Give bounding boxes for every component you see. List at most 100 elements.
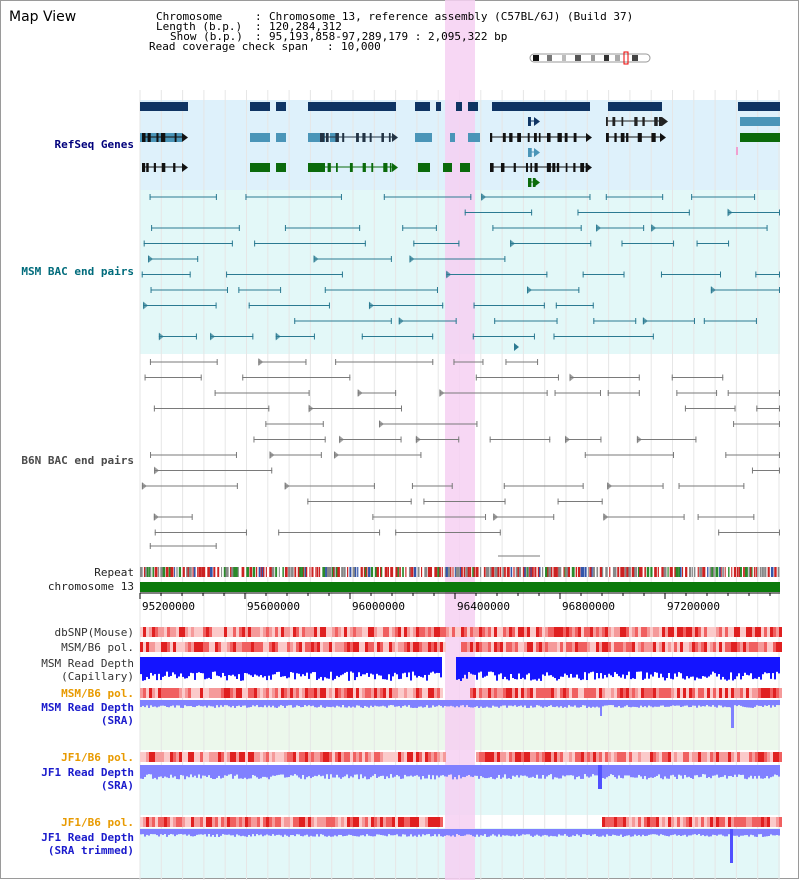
msm-bac-track-label[interactable]: MSM BAC end pairs	[21, 265, 134, 278]
read-depth-bar	[464, 657, 466, 675]
b6n-bac-end	[324, 436, 326, 443]
read-depth-bar	[212, 657, 214, 672]
b6n-bac-arrow	[258, 358, 264, 366]
pol-heat-cell	[158, 627, 161, 637]
read-depth-bar	[456, 765, 458, 780]
read-depth-bar	[460, 657, 462, 681]
pol-heat-cell	[599, 688, 602, 698]
pol-heat-cell	[500, 627, 503, 637]
repeat-feature	[315, 567, 317, 577]
read-depth-bar	[566, 829, 568, 836]
repeat-feature	[487, 567, 490, 577]
read-depth-bar	[550, 657, 552, 676]
pol-heat-cell	[749, 752, 752, 762]
msm-bac-end	[226, 287, 228, 293]
read-depth-bar	[248, 657, 250, 675]
read-depth-bar	[226, 700, 228, 706]
pol-heat-cell	[413, 688, 416, 698]
pol-heat-cell	[344, 817, 347, 827]
read-depth-bar	[334, 829, 336, 836]
pol-heat-cell	[743, 642, 746, 652]
read-depth-bar	[748, 829, 750, 837]
repeat-feature	[728, 567, 730, 577]
msm-bac-end	[696, 240, 698, 247]
read-depth-bar	[704, 657, 706, 677]
pol-heat-cell	[329, 642, 332, 652]
repeat-feature	[640, 567, 643, 577]
repeat-feature	[557, 567, 559, 577]
read-depth-bar	[480, 765, 482, 777]
pol-heat-cell	[350, 752, 353, 762]
pol-heat-cell	[320, 752, 323, 762]
read-depth-bar	[416, 829, 418, 837]
msm-bac-arrow	[446, 270, 452, 279]
pol-heat-cell	[740, 688, 743, 698]
read-depth-bar	[440, 765, 442, 776]
read-depth-bar	[504, 700, 506, 706]
read-depth-bar	[676, 657, 678, 677]
msm-bac-end	[580, 225, 582, 231]
pol-heat-cell	[164, 752, 167, 762]
pol-heat-cell	[755, 752, 758, 762]
pol-heat-cell	[758, 817, 761, 827]
repeat-feature	[454, 567, 456, 577]
read-depth-bar	[470, 765, 472, 777]
pol-heat-cell	[269, 688, 272, 698]
refseq-track-label[interactable]: RefSeq Genes	[54, 138, 134, 151]
msm-bac-arrow	[158, 332, 164, 341]
pol-heat-cell	[251, 817, 254, 827]
read-depth-bar	[240, 657, 242, 681]
pol-heat-cell	[662, 817, 665, 827]
read-depth-bar	[622, 700, 624, 708]
pol-heat-cell	[659, 817, 662, 827]
repeat-feature	[384, 567, 388, 577]
read-depth-bar	[172, 829, 174, 835]
read-depth-bar	[216, 765, 218, 778]
read-depth-bar	[572, 765, 574, 776]
read-depth-bar	[418, 829, 420, 835]
pol-heat-cell	[227, 627, 230, 637]
read-depth-bar	[544, 700, 546, 707]
pol-heat-cell	[542, 752, 545, 762]
read-depth-bar	[438, 700, 440, 706]
read-depth-bar	[366, 657, 368, 673]
b6n-bac-end	[779, 452, 780, 458]
pol-heat-cell	[683, 627, 686, 637]
read-depth-bar	[716, 657, 718, 677]
pol-heat-cell	[230, 817, 233, 827]
read-depth-bar	[560, 657, 562, 677]
gene-block	[140, 102, 188, 111]
pol-heat-cell	[677, 627, 680, 637]
pol-heat-cell	[140, 642, 143, 652]
pol-heat-cell	[212, 688, 215, 698]
read-depth-bar	[312, 829, 314, 837]
pol-heat-cell	[155, 817, 158, 827]
pol-heat-cell	[566, 642, 569, 652]
gene-exon	[606, 133, 609, 142]
pol-heat-cell	[389, 752, 392, 762]
read-depth-bar	[374, 657, 376, 680]
pol-heat-cell	[515, 752, 518, 762]
pol-heat-cell	[413, 627, 416, 637]
read-depth-bar	[352, 700, 354, 707]
b6n-bac-end	[395, 529, 397, 536]
pol-heat-cell	[596, 752, 599, 762]
read-depth-bar	[426, 829, 428, 835]
read-depth-bar	[602, 765, 604, 779]
pol-heat-cell	[362, 642, 365, 652]
read-depth-bar	[436, 765, 438, 776]
b6n-bac-track-label[interactable]: B6N BAC end pairs	[21, 454, 134, 467]
read-depth-bar	[458, 657, 460, 680]
pol-heat-cell	[548, 627, 551, 637]
pol-heat-cell	[299, 688, 302, 698]
pol-heat-cell	[572, 752, 575, 762]
pol-heat-cell	[275, 642, 278, 652]
pol-heat-cell	[662, 627, 665, 637]
read-depth-bar	[630, 765, 632, 778]
read-depth-bar	[538, 765, 540, 779]
read-depth-bar	[746, 829, 748, 836]
read-depth-bar	[522, 657, 524, 678]
read-depth-bar	[278, 829, 280, 835]
pol-heat-cell	[521, 752, 524, 762]
read-depth-bar	[658, 765, 660, 775]
